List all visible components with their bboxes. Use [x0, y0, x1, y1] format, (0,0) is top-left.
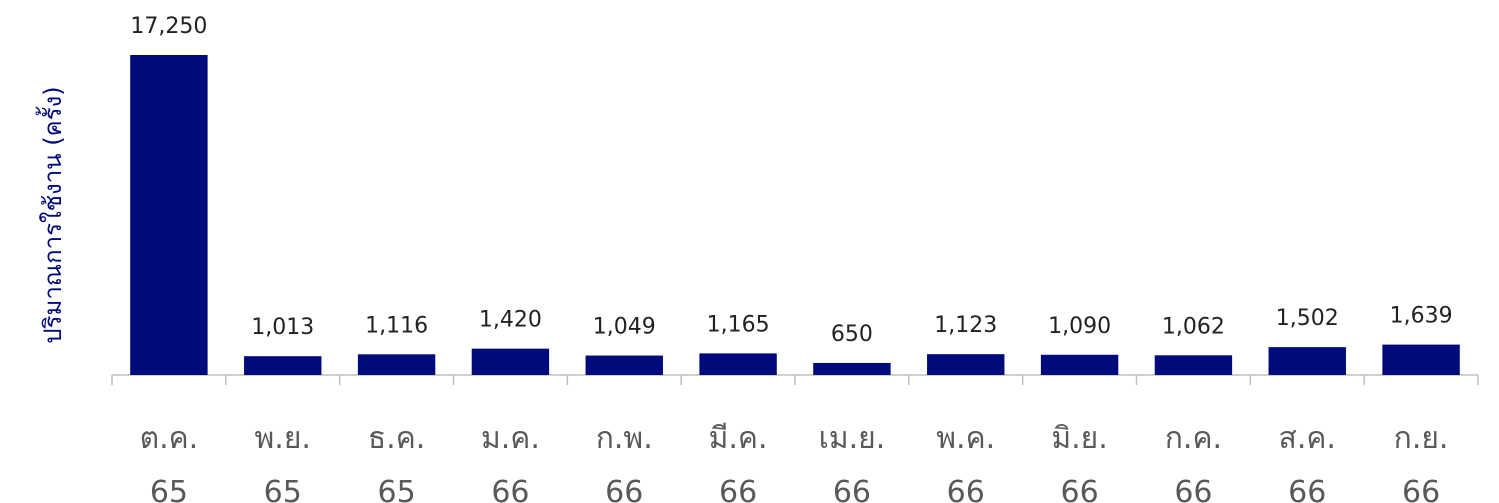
bar	[699, 353, 777, 375]
bar	[244, 356, 322, 375]
value-label: 1,123	[934, 313, 997, 338]
x-tick-label: ธ.ค. 65	[367, 421, 426, 503]
value-label: 1,639	[1390, 304, 1453, 329]
x-tick-label: ก.ค. 66	[1164, 421, 1223, 503]
bar	[1382, 344, 1460, 375]
x-tick-label: ต.ค. 65	[139, 421, 199, 503]
value-label: 1,013	[251, 315, 314, 340]
bar	[357, 354, 436, 375]
bar	[1040, 354, 1119, 375]
value-label: 1,420	[479, 308, 542, 333]
value-label: 1,090	[1048, 314, 1111, 339]
x-tick-label: ส.ค. 66	[1278, 421, 1336, 503]
bar	[927, 354, 1005, 375]
value-label: 1,165	[707, 312, 770, 337]
value-label: 1,502	[1276, 306, 1339, 331]
y-axis-label: ปริมาณการใช้งาน (ครั้ง)	[35, 86, 67, 343]
bar	[1154, 355, 1233, 375]
x-tick-label: ก.พ. 66	[595, 421, 653, 503]
value-label: 1,062	[1162, 314, 1225, 339]
bar	[130, 55, 208, 375]
bar	[813, 362, 891, 375]
x-tick-label: ม.ค. 66	[480, 421, 540, 503]
value-label: 1,049	[593, 315, 656, 340]
value-label: 1,116	[365, 313, 428, 338]
x-tick-label: พ.ย. 65	[254, 421, 311, 503]
value-label: 650	[831, 322, 873, 347]
x-tick-label: มี.ค. 66	[708, 421, 768, 503]
x-tick-label: เม.ย. 66	[818, 421, 886, 503]
bar	[471, 348, 550, 375]
value-label: 17,250	[130, 14, 207, 39]
x-tick-label: ก.ย. 66	[1393, 421, 1449, 503]
bar	[1268, 347, 1346, 375]
x-tick-label: พ.ค. 66	[936, 421, 996, 503]
bar	[585, 355, 663, 375]
x-tick-label: มิ.ย. 66	[1051, 421, 1108, 503]
